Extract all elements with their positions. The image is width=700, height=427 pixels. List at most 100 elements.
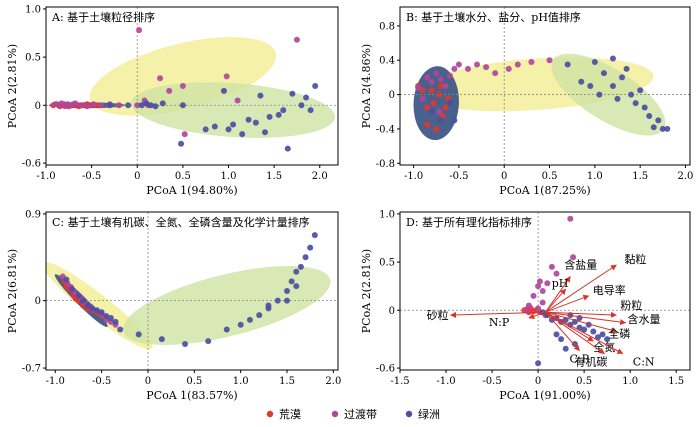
data-point [609,55,616,62]
data-point [307,244,314,251]
data-point [84,302,91,309]
data-point [464,65,471,72]
vector-label: 全磷 [608,326,630,340]
y-tick-label: 0 [389,90,395,101]
y-tick-label: 1.0 [25,4,41,15]
data-point [202,126,209,133]
vector-label: 含水量 [628,312,661,326]
data-point [535,283,542,290]
data-point [289,90,296,97]
data-point [223,73,230,80]
data-point [528,58,535,65]
data-point [514,61,521,68]
data-point [288,278,295,285]
data-point [619,74,626,81]
y-tick-label: 0.4 [379,56,395,67]
data-point [581,326,588,333]
y-axis-label: PCoA 2(2.81%) [6,44,19,128]
data-point [68,286,75,293]
data-point [525,302,532,309]
data-point [275,111,282,118]
panel-title: D: 基于所有理化指标排序 [406,215,532,229]
loading-vector [545,288,567,313]
data-point [548,263,555,270]
loading-vector [545,311,605,355]
data-point [298,102,305,109]
data-point [424,104,431,111]
data-point [524,307,531,314]
data-point [252,119,259,126]
data-point [659,125,666,132]
vector-label: pH [552,277,569,290]
plot-area [400,212,690,370]
data-point [107,314,114,321]
data-point [303,94,310,101]
data-point [220,87,227,94]
data-point [158,336,165,343]
data-point [157,75,164,82]
data-point [505,65,512,72]
x-tick-label: 1.5 [279,376,295,387]
x-tick-label: 0.5 [186,376,202,387]
data-point [284,288,291,294]
panel-b: -1.0 -0.5 0 0.5 1.0 1.5 2.0 -0.8 -0.4 0 0.4 0.8 PCoA… [360,6,693,197]
vector-label: 有机碳 [574,355,607,369]
data-point [90,101,97,108]
data-point [474,61,481,68]
data-point [234,97,241,104]
x-axis-label: PCoA 1(94.80%) [146,184,237,197]
data-point [451,65,458,72]
data-point [535,360,542,367]
x-tick-label: -1.0 [436,376,455,387]
data-point [135,331,142,338]
data-point [284,297,291,304]
data-point [136,27,143,34]
data-point [80,297,87,304]
x-tick-label: 0 [501,171,507,182]
data-point [152,103,159,110]
data-point [591,58,598,65]
data-point [628,91,635,98]
legend-marker-oasis [405,410,413,418]
data-point [578,78,585,85]
data-point [312,83,319,89]
loading-vector [528,311,546,320]
data-point [632,100,639,107]
data-point [205,338,212,345]
x-tick-label: 0 [535,376,541,387]
y-tick-label: -0.8 [376,159,395,170]
y-tick-label: 1.0 [379,209,395,220]
data-point [614,95,621,102]
data-point [451,117,458,124]
y-tick-label: 0.5 [379,258,395,269]
vector-label: 粉粒 [620,298,642,312]
data-point [433,125,440,132]
data-point [245,116,252,123]
data-point [297,263,304,270]
x-tick-label: 0 [134,171,140,182]
y-tick-label: 0.8 [379,21,395,32]
x-axis-label: PCoA 1(87.25%) [499,184,590,197]
x-tick-label: 1.0 [622,376,638,387]
data-point [311,232,318,239]
data-point [558,336,565,343]
data-point [553,331,560,338]
panel-title: C: 基于土壤有机碳、全氮、全磷含量及化学计量排序 [52,215,310,229]
data-point [539,288,546,294]
data-point [103,313,110,320]
data-point [147,102,154,109]
data-point [84,103,91,110]
data-point [567,215,574,222]
y-tick-label: 0.5 [25,53,41,64]
data-point [284,145,291,152]
x-tick-label: 0.5 [542,171,558,182]
data-point [599,331,606,338]
data-point [182,340,189,347]
panel-c: -1.0 -0.5 0 0.5 1.0 1.5 2.0 -0.7 0 0.9 PCoA 1(83.5… [6,209,341,402]
data-point [257,92,264,99]
plot-frame [399,211,691,371]
data-point [564,61,571,68]
data-point [435,91,442,98]
vector-label: 砂粒 [427,308,449,322]
